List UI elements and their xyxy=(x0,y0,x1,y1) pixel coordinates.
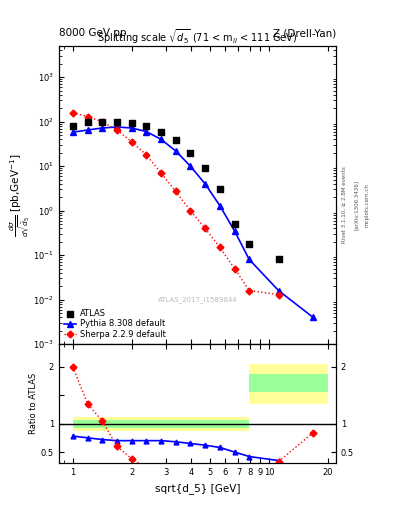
ATLAS xyxy=(99,118,105,126)
Text: Rivet 3.1.10, ≥ 2.8M events: Rivet 3.1.10, ≥ 2.8M events xyxy=(342,166,347,243)
ATLAS xyxy=(217,185,223,194)
Pythia 8.308 default xyxy=(311,314,316,321)
Pythia 8.308 default xyxy=(129,125,134,131)
ATLAS xyxy=(246,240,252,248)
Line: Sherpa 2.2.9 default: Sherpa 2.2.9 default xyxy=(70,110,281,297)
Pythia 8.308 default xyxy=(232,228,237,234)
Pythia 8.308 default xyxy=(144,129,149,135)
ATLAS xyxy=(158,127,164,136)
Line: Pythia 8.308 default: Pythia 8.308 default xyxy=(70,124,316,320)
ATLAS xyxy=(84,118,91,126)
Text: Z (Drell-Yan): Z (Drell-Yan) xyxy=(273,28,336,38)
Sherpa 2.2.9 default xyxy=(70,110,75,116)
Sherpa 2.2.9 default xyxy=(173,188,178,195)
Pythia 8.308 default xyxy=(173,148,178,154)
Pythia 8.308 default xyxy=(276,288,281,294)
Sherpa 2.2.9 default xyxy=(217,244,222,250)
Sherpa 2.2.9 default xyxy=(247,288,252,294)
Pythia 8.308 default xyxy=(70,129,75,135)
ATLAS xyxy=(231,220,238,228)
ATLAS xyxy=(202,164,208,173)
Sherpa 2.2.9 default xyxy=(115,127,119,133)
Sherpa 2.2.9 default xyxy=(159,170,163,176)
Sherpa 2.2.9 default xyxy=(129,139,134,145)
ATLAS xyxy=(275,255,282,264)
X-axis label: sqrt{d_5} [GeV]: sqrt{d_5} [GeV] xyxy=(155,483,240,494)
Y-axis label: $\frac{d\sigma}{d\sqrt{\bar{d}_5}}$ [pb,GeV$^{-1}$]: $\frac{d\sigma}{d\sqrt{\bar{d}_5}}$ [pb,… xyxy=(7,153,32,237)
Legend: ATLAS, Pythia 8.308 default, Sherpa 2.2.9 default: ATLAS, Pythia 8.308 default, Sherpa 2.2.… xyxy=(63,308,167,340)
Y-axis label: Ratio to ATLAS: Ratio to ATLAS xyxy=(29,373,38,434)
ATLAS xyxy=(173,136,179,144)
Sherpa 2.2.9 default xyxy=(100,119,105,125)
ATLAS xyxy=(143,121,149,130)
Pythia 8.308 default xyxy=(115,124,119,130)
Sherpa 2.2.9 default xyxy=(188,207,193,214)
Pythia 8.308 default xyxy=(85,127,90,133)
Sherpa 2.2.9 default xyxy=(144,152,149,158)
Sherpa 2.2.9 default xyxy=(232,266,237,272)
Sherpa 2.2.9 default xyxy=(85,114,90,120)
Text: [arXiv:1306.3436]: [arXiv:1306.3436] xyxy=(354,180,359,230)
Pythia 8.308 default xyxy=(217,203,222,209)
Text: mcplots.cern.ch: mcplots.cern.ch xyxy=(365,183,370,227)
Sherpa 2.2.9 default xyxy=(276,291,281,297)
Sherpa 2.2.9 default xyxy=(203,225,208,231)
Text: 8000 GeV pp: 8000 GeV pp xyxy=(59,28,127,38)
Title: Splitting scale $\sqrt{d_5}$ (71 < m$_{ll}$ < 111 GeV): Splitting scale $\sqrt{d_5}$ (71 < m$_{l… xyxy=(97,27,298,46)
ATLAS xyxy=(129,119,135,127)
Text: ATLAS_2017_I1589844: ATLAS_2017_I1589844 xyxy=(158,296,237,303)
Pythia 8.308 default xyxy=(159,136,163,142)
ATLAS xyxy=(70,121,76,130)
Pythia 8.308 default xyxy=(203,181,208,187)
ATLAS xyxy=(114,118,120,126)
Pythia 8.308 default xyxy=(100,125,105,131)
ATLAS xyxy=(187,148,194,157)
Pythia 8.308 default xyxy=(247,257,252,263)
Pythia 8.308 default xyxy=(188,163,193,169)
